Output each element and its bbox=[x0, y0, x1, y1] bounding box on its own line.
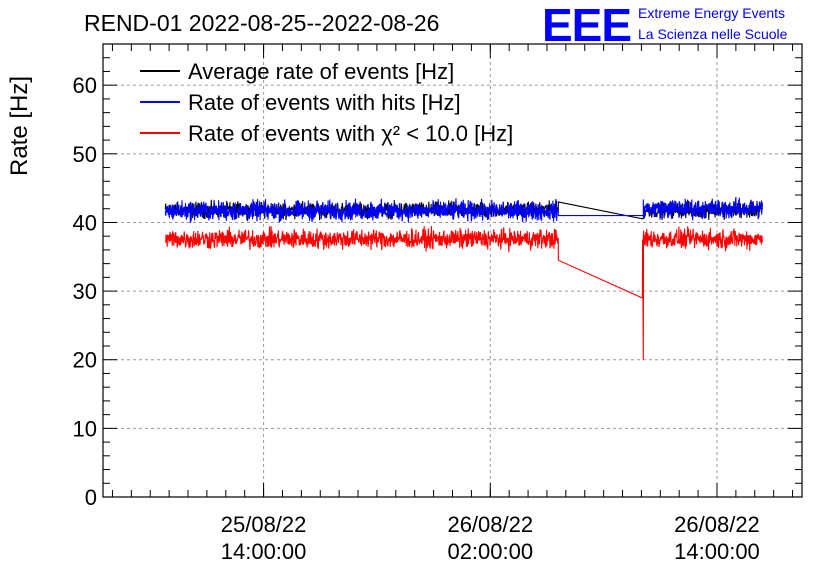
y-tick-label: 40 bbox=[73, 210, 97, 235]
eee-logo: EEE bbox=[542, 0, 632, 51]
brand-line-2: La Scienza nelle Scuole bbox=[638, 26, 788, 42]
series-line-2 bbox=[165, 225, 763, 360]
y-tick-label: 30 bbox=[73, 279, 97, 304]
y-tick-label: 10 bbox=[73, 416, 97, 441]
legend-label-2: Rate of events with χ² < 10.0 [Hz] bbox=[188, 121, 513, 146]
y-tick-label: 50 bbox=[73, 142, 97, 167]
x-tick-label-time: 14:00:00 bbox=[221, 539, 307, 564]
series-line-1 bbox=[164, 196, 763, 223]
legend-label-1: Rate of events with hits [Hz] bbox=[188, 90, 461, 115]
x-tick-label-date: 26/08/22 bbox=[674, 512, 760, 537]
y-tick-label: 0 bbox=[85, 485, 97, 510]
x-tick-label-time: 02:00:00 bbox=[447, 539, 533, 564]
y-tick-label: 20 bbox=[73, 348, 97, 373]
x-tick-label-date: 26/08/22 bbox=[447, 512, 533, 537]
x-tick-label-date: 25/08/22 bbox=[221, 512, 307, 537]
x-tick-label-time: 14:00:00 bbox=[674, 539, 760, 564]
brand-line-1: Extreme Energy Events bbox=[638, 5, 786, 21]
legend-label-0: Average rate of events [Hz] bbox=[188, 59, 454, 84]
y-tick-label: 60 bbox=[73, 73, 97, 98]
chart-title: REND-01 2022-08-25--2022-08-26 bbox=[84, 10, 440, 36]
